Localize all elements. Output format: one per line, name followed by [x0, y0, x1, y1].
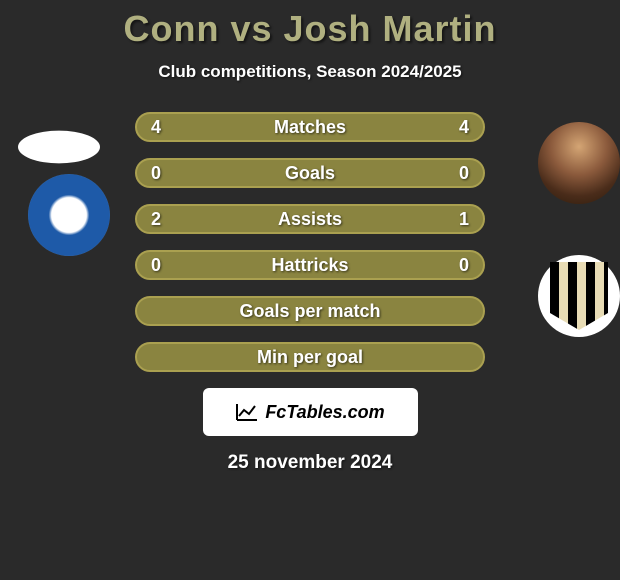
stat-left-value: 0 [151, 163, 161, 184]
club-right-badge-inner [550, 262, 608, 330]
stat-left-value: 0 [151, 255, 161, 276]
footer-site-text: FcTables.com [265, 402, 384, 423]
stat-right-value: 1 [459, 209, 469, 230]
player-right-avatar [538, 122, 620, 204]
stat-row-gpm: Goals per match [135, 296, 485, 326]
comparison-title: Conn vs Josh Martin [0, 0, 620, 50]
comparison-date: 25 november 2024 [0, 452, 620, 474]
club-right-badge [538, 255, 620, 337]
comparison-content: 4 Matches 4 0 Goals 0 2 Assists 1 0 Hatt… [0, 112, 620, 474]
stat-label: Hattricks [271, 255, 348, 276]
stat-label: Min per goal [257, 347, 363, 368]
stat-right-value: 0 [459, 163, 469, 184]
stat-label: Goals per match [239, 301, 380, 322]
stats-container: 4 Matches 4 0 Goals 0 2 Assists 1 0 Hatt… [135, 112, 485, 372]
stat-row-hattricks: 0 Hattricks 0 [135, 250, 485, 280]
stat-right-value: 0 [459, 255, 469, 276]
club-left-badge [28, 174, 110, 256]
stat-label: Goals [285, 163, 335, 184]
stat-row-assists: 2 Assists 1 [135, 204, 485, 234]
player-left-avatar [18, 131, 100, 164]
stat-left-value: 4 [151, 117, 161, 138]
chart-icon [235, 402, 259, 422]
stat-row-goals: 0 Goals 0 [135, 158, 485, 188]
stat-label: Assists [278, 209, 342, 230]
stat-label: Matches [274, 117, 346, 138]
footer-site-badge: FcTables.com [203, 388, 418, 436]
stat-row-matches: 4 Matches 4 [135, 112, 485, 142]
stat-row-mpg: Min per goal [135, 342, 485, 372]
stat-left-value: 2 [151, 209, 161, 230]
stat-right-value: 4 [459, 117, 469, 138]
comparison-subtitle: Club competitions, Season 2024/2025 [0, 62, 620, 82]
